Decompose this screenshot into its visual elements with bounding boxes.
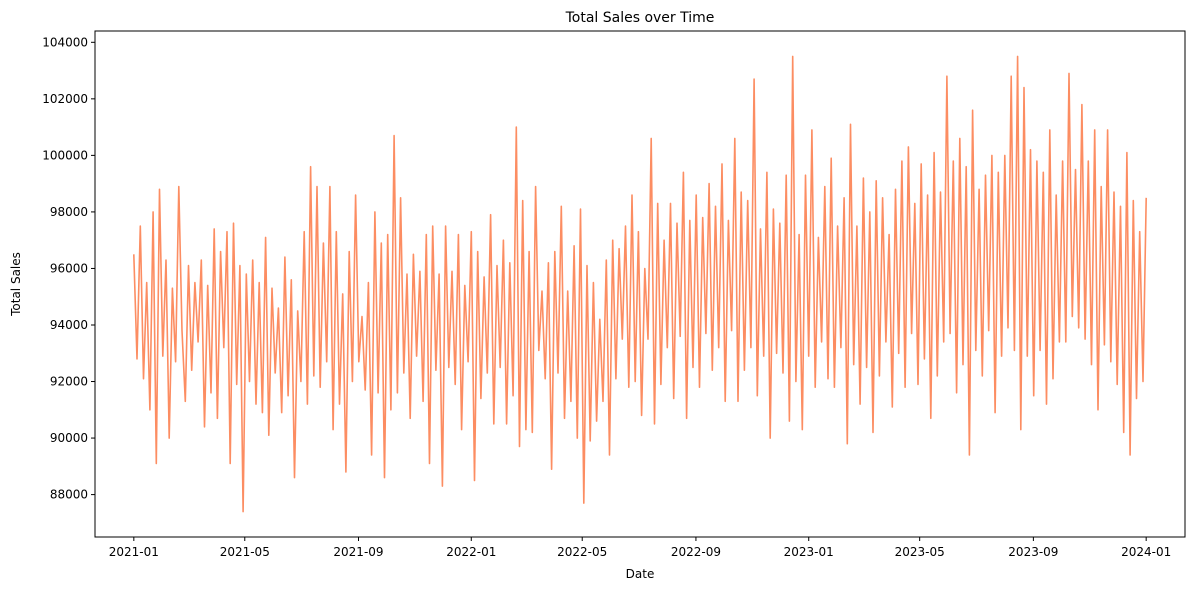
x-tick-label: 2023-05 [895,545,945,559]
series-line [133,55,1147,513]
y-tick-label: 90000 [50,431,88,445]
y-axis: 88000 90000 92000 94000 96000 98000 100000 1020… [42,35,95,502]
y-tick-label: 88000 [50,488,88,502]
plot-frame [94,30,1186,538]
y-tick-label: 94000 [50,318,88,332]
x-tick-label: 2023-01 [784,545,834,559]
x-tick-label: 2021-05 [220,545,270,559]
x-tick-label: 2021-01 [109,545,159,559]
x-tick-label: 2023-09 [1008,545,1058,559]
x-tick-label: 2022-01 [446,545,496,559]
x-tick-label: 2024-01 [1121,545,1171,559]
y-tick-label: 102000 [42,92,88,106]
x-tick-label: 2022-05 [557,545,607,559]
y-tick-label: 92000 [50,375,88,389]
x-tick-label: 2021-09 [333,545,383,559]
y-axis-label: Total Sales [9,252,23,317]
plot-area [133,55,1147,513]
y-tick-label: 96000 [50,261,88,275]
x-axis: 2021-01 2021-05 2021-09 2022-01 2022-05 2022-… [109,537,1171,559]
y-tick-label: 100000 [42,148,88,162]
x-tick-label: 2022-09 [671,545,721,559]
y-tick-label: 98000 [50,205,88,219]
y-tick-label: 104000 [42,35,88,49]
x-axis-label: Date [626,567,655,581]
chart-title: Total Sales over Time [565,10,715,26]
